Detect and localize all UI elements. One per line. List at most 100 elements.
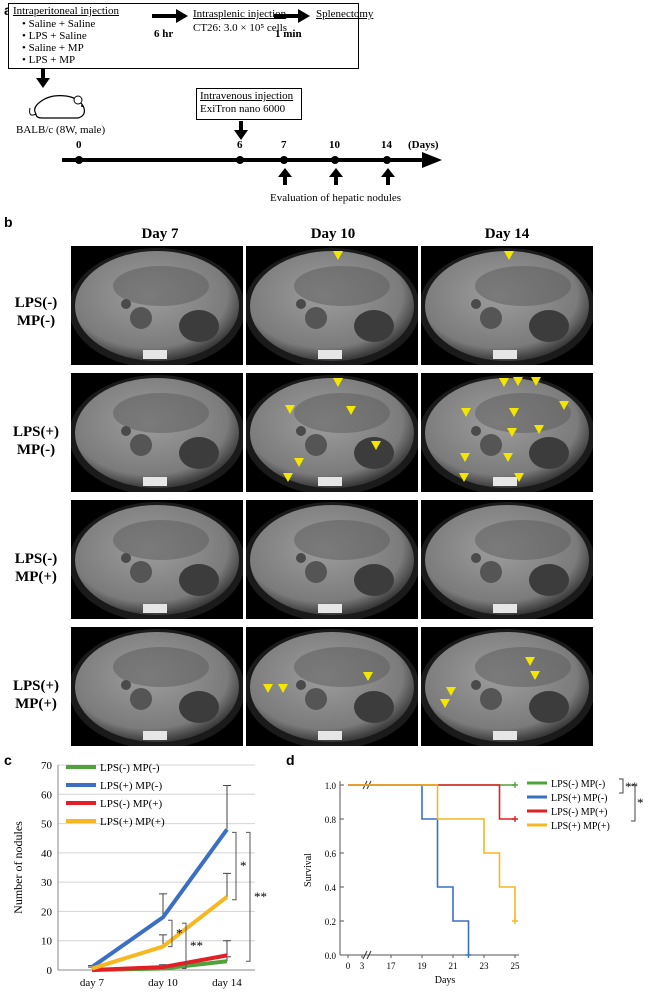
- y-tick-label: 0.2: [325, 917, 336, 927]
- vessel: [480, 688, 502, 710]
- ip-item-2: • LPS + Saline: [22, 30, 87, 42]
- vessel: [296, 553, 306, 563]
- nodule-arrowhead-marker: [333, 378, 343, 387]
- bowel-region: [179, 310, 219, 342]
- x-axis-label: Days: [435, 975, 456, 986]
- col-head-day10: Day 10: [310, 226, 356, 242]
- panel-a-label: a: [4, 2, 12, 18]
- vessel: [121, 680, 131, 690]
- arrow-up-icon: [329, 168, 343, 185]
- vertebra: [493, 731, 517, 740]
- ct-scan-graphic: [421, 629, 593, 746]
- bowel-region: [179, 691, 219, 723]
- ct-scan-image: [421, 246, 593, 365]
- bowel-region: [179, 437, 219, 469]
- x-tick-label: 0: [346, 961, 351, 971]
- iv-title: Intravenous injection: [200, 90, 294, 102]
- stomach-region: [475, 266, 571, 306]
- nodule-arrowhead-marker: [371, 441, 381, 450]
- ct-scan-image: [71, 500, 243, 619]
- vessel: [296, 299, 306, 309]
- row-label-2-mp: MP(-): [16, 442, 56, 458]
- ct-scan-graphic: [71, 248, 243, 365]
- ct-scan-image: [421, 500, 593, 619]
- nodule-arrowhead-marker: [507, 428, 517, 437]
- legend-label: LPS(+) MP(-): [551, 793, 607, 804]
- row-label-2: LPS(+) MP(-): [6, 423, 66, 459]
- vertebra: [318, 604, 342, 613]
- nodule-arrowhead-marker: [440, 699, 450, 708]
- arrow-right-icon: [152, 9, 188, 23]
- y-tick-label: 0.4: [325, 883, 337, 893]
- y-tick-label: 0.0: [325, 951, 337, 961]
- timeline-tick-6: 6: [237, 139, 243, 151]
- row-label-4-mp: MP(+): [15, 696, 57, 712]
- nodule-arrowhead-marker: [503, 453, 513, 462]
- legend-label: LPS(-) MP(+): [100, 798, 162, 810]
- x-tick-label: day 14: [212, 977, 242, 989]
- vessel: [471, 680, 481, 690]
- stomach-region: [475, 647, 571, 687]
- axis-break-icon: [362, 950, 372, 960]
- row-label-2-lps: LPS(+): [12, 424, 60, 440]
- y-tick-label: 0.6: [325, 849, 337, 859]
- censor-mark: [465, 952, 472, 958]
- arrow-down-icon: [234, 121, 248, 140]
- y-tick-label: 10: [41, 936, 53, 948]
- vertebra: [493, 604, 517, 613]
- sig-bracket-label: **: [254, 889, 267, 904]
- nodule-arrowhead-marker: [294, 458, 304, 467]
- ip-item-4: • LPS + MP: [22, 54, 76, 66]
- row-label-1-lps: LPS(-): [14, 295, 58, 311]
- iv-detail: ExiTron nano 6000: [200, 103, 286, 115]
- x-tick-label: day 7: [80, 977, 105, 989]
- vessel: [305, 688, 327, 710]
- nodule-arrowhead-marker: [499, 378, 509, 387]
- timeline-unit: (Days): [408, 139, 439, 151]
- survival-curve: [348, 784, 516, 921]
- sig-bracket: [631, 784, 636, 822]
- vessel: [130, 561, 152, 583]
- nodule-arrowhead-marker: [514, 473, 524, 482]
- legend-label: LPS(-) MP(-): [100, 762, 160, 774]
- is-detail: CT26: 3.0 × 10⁵ cells: [193, 22, 288, 34]
- row-label-3-mp: MP(+): [15, 569, 57, 585]
- iv-box: [196, 88, 302, 120]
- vessel: [471, 553, 481, 563]
- nodule-arrowhead-marker: [333, 251, 343, 260]
- series-line: [91, 895, 229, 971]
- row-label-1-mp: MP(-): [16, 313, 56, 329]
- ip-item-3: • Saline + MP: [22, 42, 84, 54]
- ct-scan-image: [421, 373, 593, 492]
- stomach-region: [475, 520, 571, 560]
- timeline-tick-14: 14: [381, 139, 392, 151]
- stomach-region: [113, 393, 209, 433]
- nodule-arrowhead-marker: [460, 453, 470, 462]
- row-label-3: LPS(-) MP(+): [6, 550, 66, 586]
- bowel-region: [354, 310, 394, 342]
- legend-label: LPS(-) MP(+): [551, 807, 607, 818]
- sig-bracket: [232, 831, 237, 901]
- nodule-arrowhead-marker: [363, 672, 373, 681]
- nodule-arrowhead-marker: [278, 684, 288, 693]
- vessel: [130, 307, 152, 329]
- y-tick-label: 0.8: [325, 815, 337, 825]
- x-tick-label: 23: [480, 961, 490, 971]
- time-6hr: 6 hr: [154, 28, 174, 40]
- nodule-arrowhead-marker: [446, 687, 456, 696]
- timeline-tick-7: 7: [281, 139, 287, 151]
- nodule-arrowhead-marker: [461, 408, 471, 417]
- timeline-tick-10: 10: [329, 139, 340, 151]
- bowel-region: [529, 437, 569, 469]
- vertebra: [493, 350, 517, 359]
- splenectomy-label: Splenectomy: [316, 8, 374, 20]
- bowel-region: [529, 310, 569, 342]
- y-axis-label: Number of nodules: [11, 821, 25, 914]
- stomach-region: [113, 520, 209, 560]
- x-tick-label: 19: [418, 961, 428, 971]
- nodule-arrowhead-marker: [263, 684, 273, 693]
- vertebra: [143, 604, 167, 613]
- row-label-1: LPS(-) MP(-): [6, 294, 66, 330]
- nodule-arrowhead-marker: [530, 671, 540, 680]
- ct-scan-graphic: [246, 248, 418, 365]
